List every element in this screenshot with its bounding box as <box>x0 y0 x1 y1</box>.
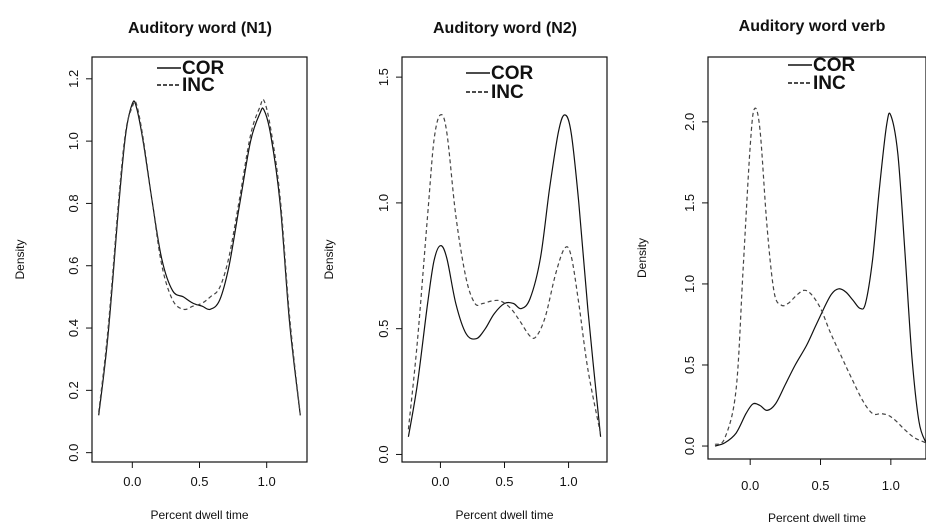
y-tick-label: 0.4 <box>66 319 81 337</box>
x-tick-label: 0.5 <box>495 474 513 489</box>
y-tick-label: 1.0 <box>66 132 81 150</box>
series-line-inc <box>98 98 301 416</box>
x-tick-label: 0.5 <box>190 474 208 489</box>
y-tick-label: 1.0 <box>376 194 391 212</box>
chart-title: Auditory word verb <box>739 18 886 35</box>
y-tick-label: 1.5 <box>682 194 697 212</box>
y-tick-label: 0.0 <box>66 444 81 462</box>
chart-title: Auditory word (N1) <box>128 20 272 37</box>
x-axis-label: Percent dwell time <box>150 508 248 522</box>
legend-label-inc: INC <box>813 73 846 94</box>
y-tick-label: 0.5 <box>376 320 391 338</box>
y-tick-label: 0.0 <box>376 445 391 463</box>
y-tick-label: 0.8 <box>66 194 81 212</box>
y-tick-label: 0.6 <box>66 257 81 275</box>
plot-frame <box>401 56 608 463</box>
series-line-inc <box>407 114 602 435</box>
plot-frame <box>707 56 926 460</box>
y-tick-label: 0.0 <box>682 437 697 455</box>
plot-frame <box>91 56 308 463</box>
x-tick-label: 1.0 <box>560 474 578 489</box>
y-tick-label: 2.0 <box>682 113 697 131</box>
chart-title: Auditory word (N2) <box>433 20 577 37</box>
x-tick-label: 0.5 <box>811 478 829 493</box>
chart-panel-1: Auditory word (N1) 0.0 0.5 1.0 0.0 0.2 0.4 0.6 0… <box>13 20 308 522</box>
chart-panel-3: Auditory word verb 0.0 0.5 1.0 0.0 0.5 1.0 1.5 2… <box>635 18 926 525</box>
series-line-cor <box>98 100 301 416</box>
x-axis-label: Percent dwell time <box>768 511 866 525</box>
y-axis-label: Density <box>635 238 649 278</box>
y-tick-label: 1.0 <box>682 275 697 293</box>
x-tick-label: 0.0 <box>741 478 759 493</box>
legend-label-cor: COR <box>813 55 856 76</box>
y-axis-label: Density <box>322 239 336 279</box>
series-line-cor <box>714 112 926 447</box>
y-tick-label: 1.5 <box>376 68 391 86</box>
y-tick-label: 0.2 <box>66 381 81 399</box>
legend-label-cor: COR <box>491 63 534 84</box>
legend-label-inc: INC <box>491 82 524 103</box>
series-line-inc <box>714 107 926 445</box>
y-tick-label: 1.2 <box>66 70 81 88</box>
x-tick-label: 0.0 <box>431 474 449 489</box>
legend-label-cor: COR <box>182 58 225 79</box>
x-tick-label: 1.0 <box>882 478 900 493</box>
x-tick-label: 1.0 <box>258 474 276 489</box>
series-line-cor <box>407 114 602 437</box>
y-tick-label: 0.5 <box>682 356 697 374</box>
chart-panel-2: Auditory word (N2) 0.0 0.5 1.0 0.0 0.5 1.0 1.5 P… <box>322 20 608 522</box>
y-axis-label: Density <box>13 239 27 279</box>
x-tick-label: 0.0 <box>123 474 141 489</box>
x-axis-label: Percent dwell time <box>455 508 553 522</box>
legend-label-inc: INC <box>182 75 215 96</box>
